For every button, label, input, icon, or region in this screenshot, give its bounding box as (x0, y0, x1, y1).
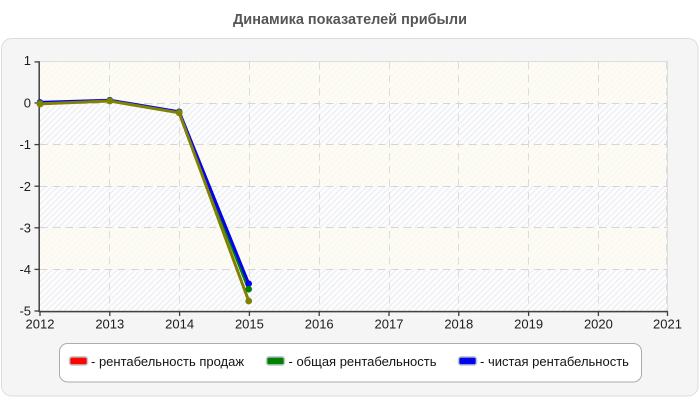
svg-text:- рентабельность продаж: - рентабельность продаж (91, 354, 244, 369)
svg-text:2016: 2016 (305, 317, 334, 332)
svg-text:-1: -1 (19, 137, 31, 152)
svg-text:-4: -4 (19, 262, 31, 277)
svg-text:Динамика показателей прибыли: Динамика показателей прибыли (233, 11, 467, 28)
svg-text:-5: -5 (19, 304, 31, 319)
svg-text:- чистая рентабельность: - чистая рентабельность (480, 354, 629, 369)
svg-text:2017: 2017 (375, 317, 404, 332)
svg-text:2020: 2020 (584, 317, 613, 332)
svg-text:- общая рентабельность: - общая рентабельность (289, 354, 437, 369)
svg-text:-2: -2 (19, 179, 31, 194)
svg-text:2019: 2019 (514, 317, 543, 332)
svg-text:2013: 2013 (95, 317, 124, 332)
svg-text:-3: -3 (19, 220, 31, 235)
svg-text:0: 0 (24, 96, 31, 111)
svg-text:2021: 2021 (653, 317, 682, 332)
svg-text:2018: 2018 (444, 317, 473, 332)
svg-text:2015: 2015 (235, 317, 264, 332)
svg-text:1: 1 (24, 53, 31, 68)
svg-text:2012: 2012 (26, 317, 55, 332)
svg-text:2014: 2014 (165, 317, 194, 332)
